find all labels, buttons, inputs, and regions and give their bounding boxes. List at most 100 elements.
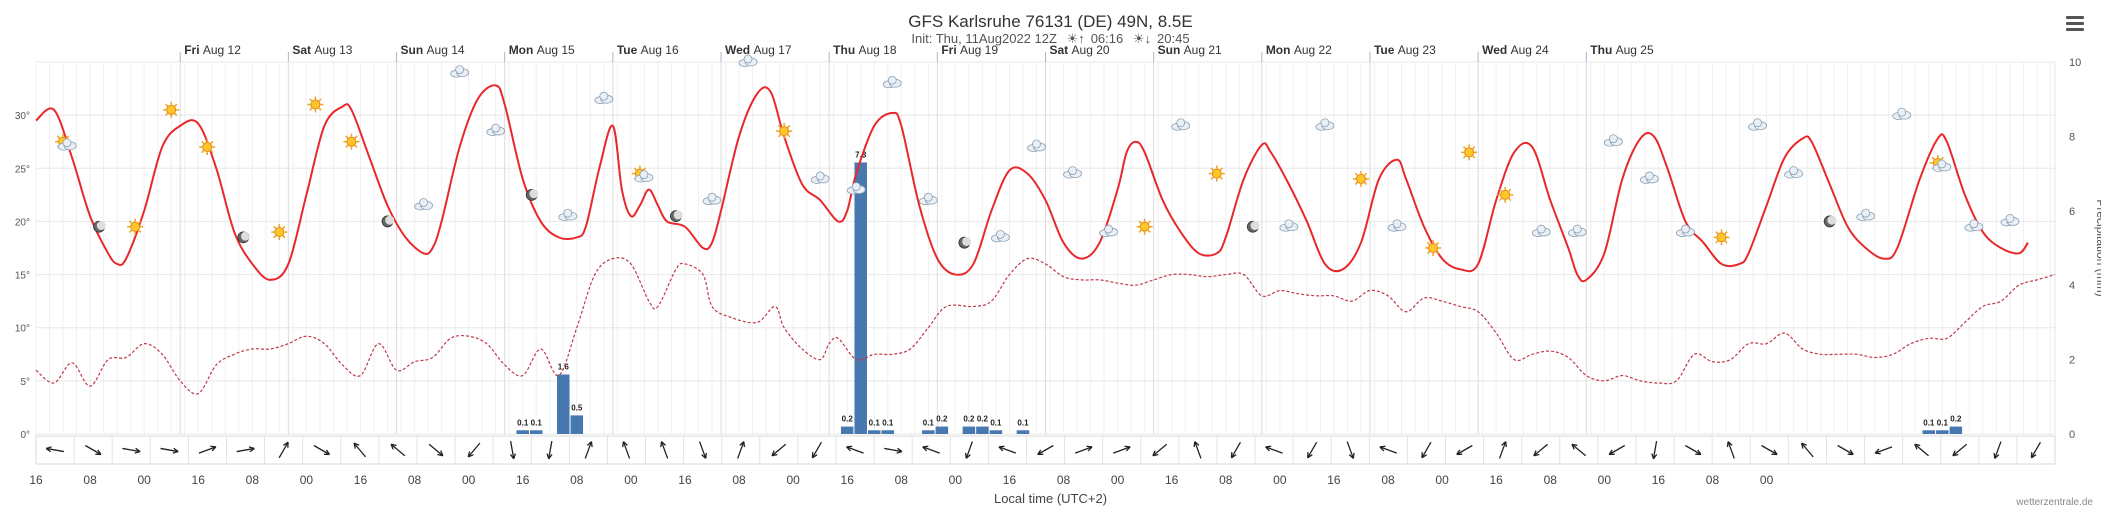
credit[interactable]: wetterzentrale.de <box>2016 497 2093 508</box>
sun-ray <box>1219 176 1223 180</box>
precip-bar <box>854 162 867 434</box>
precip-label: 0.2 <box>1950 415 1962 424</box>
x-axis-label: Local time (UTC+2) <box>993 491 1108 506</box>
cloud-icon <box>1748 118 1767 131</box>
precip-label: 0.2 <box>936 415 948 424</box>
wind-arrow <box>1074 445 1093 454</box>
wind-head <box>467 451 474 458</box>
day-label: Sat Aug 20 <box>1050 43 1110 57</box>
precip-bar <box>1949 426 1963 434</box>
day-label-date: Aug 21 <box>1184 43 1222 57</box>
sun-ray <box>345 144 349 148</box>
day-label-date: Aug 20 <box>1072 43 1110 57</box>
moon-icon <box>670 210 683 223</box>
wind-head <box>210 445 217 452</box>
day-label-date: Aug 22 <box>1294 43 1332 57</box>
y-tick-right: 8 <box>2069 131 2075 143</box>
wind-head <box>1193 441 1200 448</box>
day-label: Mon Aug 15 <box>509 43 575 57</box>
wind-shaft <box>584 441 593 459</box>
wind-arrow <box>1193 441 1202 459</box>
day-label-date: Aug 24 <box>1511 43 1549 57</box>
day-label-date: Aug 25 <box>1616 43 1654 57</box>
precip-label: 0.1 <box>1937 418 1949 427</box>
cloud-part <box>887 75 897 85</box>
day-label-date: Aug 19 <box>960 43 998 57</box>
hour-tick-label: 00 <box>1273 473 1287 487</box>
wind-arrow <box>884 447 903 454</box>
wind-head <box>964 452 971 459</box>
wind-shaft <box>122 447 141 453</box>
sun-ray <box>210 150 214 154</box>
wind-shaft <box>198 446 217 454</box>
cloud-icon <box>1063 166 1082 179</box>
wind-head <box>1726 441 1733 448</box>
wind-shaft <box>622 441 631 459</box>
wind-head <box>1771 449 1778 456</box>
wind-head <box>701 452 708 459</box>
sun-ray <box>633 167 637 171</box>
wind-shaft <box>236 447 255 453</box>
sun-ray <box>1210 167 1214 171</box>
day-label: Wed Aug 17 <box>725 43 792 57</box>
wind-arrow <box>1265 445 1283 454</box>
sun-icon <box>1208 165 1225 182</box>
precip-bar <box>1936 430 1949 434</box>
day-label-date: Aug 13 <box>314 43 352 57</box>
hour-tick-label: 00 <box>786 473 800 487</box>
day-label: Sat Aug 13 <box>292 43 352 57</box>
day-label-weekday: Sat <box>1050 43 1072 57</box>
sun-ray <box>354 144 358 148</box>
sun-icon <box>1713 229 1730 246</box>
chart-title: GFS Karlsruhe 76131 (DE) 49N, 8.5E <box>908 12 1193 31</box>
hour-tick-label: 00 <box>1435 473 1449 487</box>
cloud-icon <box>991 229 1010 243</box>
day-label-weekday: Sun <box>401 43 427 57</box>
wind-head <box>1421 452 1427 459</box>
sun-ray <box>1210 176 1214 180</box>
y-tick-left: 0° <box>20 430 30 441</box>
precip-bar <box>881 430 895 434</box>
cloud-icon <box>1279 219 1299 232</box>
y-tick-left: 30° <box>15 111 30 122</box>
cloud-part <box>1572 224 1582 234</box>
precip-label: 0.1 <box>990 418 1002 427</box>
sun-icon <box>1461 144 1478 161</box>
wind-shaft <box>313 444 330 456</box>
hamburger-menu-icon[interactable] <box>2066 16 2084 32</box>
precip-bar <box>840 426 854 434</box>
sun-ray <box>273 235 277 239</box>
y-tick-left: 5° <box>20 377 30 388</box>
wind-arrow <box>1037 444 1054 456</box>
sun-disc <box>1355 173 1366 184</box>
day-label-weekday: Wed <box>725 43 753 57</box>
cloud-part <box>1176 118 1186 128</box>
wind-arrow <box>122 447 141 454</box>
precip-label: 0.5 <box>571 403 583 412</box>
sun-ray <box>777 124 782 129</box>
sun-ray <box>1219 167 1223 171</box>
wind-arrow <box>964 441 974 459</box>
wind-head <box>1533 450 1540 457</box>
hour-tick-label: 08 <box>570 473 584 487</box>
sun-ray <box>345 135 349 139</box>
cloud-icon <box>1567 224 1587 237</box>
precip-label: 0.1 <box>882 418 894 427</box>
wind-arrow <box>1421 441 1432 459</box>
precip-bar <box>989 430 1003 434</box>
sun-ray <box>1724 240 1728 244</box>
cloud-part <box>1937 159 1947 169</box>
wind-head <box>353 442 360 449</box>
sun-disc <box>310 99 321 110</box>
hour-tick-label: 16 <box>1003 473 1017 487</box>
cloud-icon <box>1676 224 1695 237</box>
wind-arrow <box>1571 443 1587 457</box>
cloud-part <box>1861 208 1871 218</box>
cloud-part <box>1753 118 1762 128</box>
wind-shaft <box>1761 444 1778 456</box>
sun-ray <box>1436 241 1440 245</box>
cloud-part <box>1284 219 1294 229</box>
wind-shaft <box>1456 444 1473 456</box>
day-label-weekday: Fri <box>184 43 203 57</box>
wind-shaft <box>1914 443 1929 457</box>
